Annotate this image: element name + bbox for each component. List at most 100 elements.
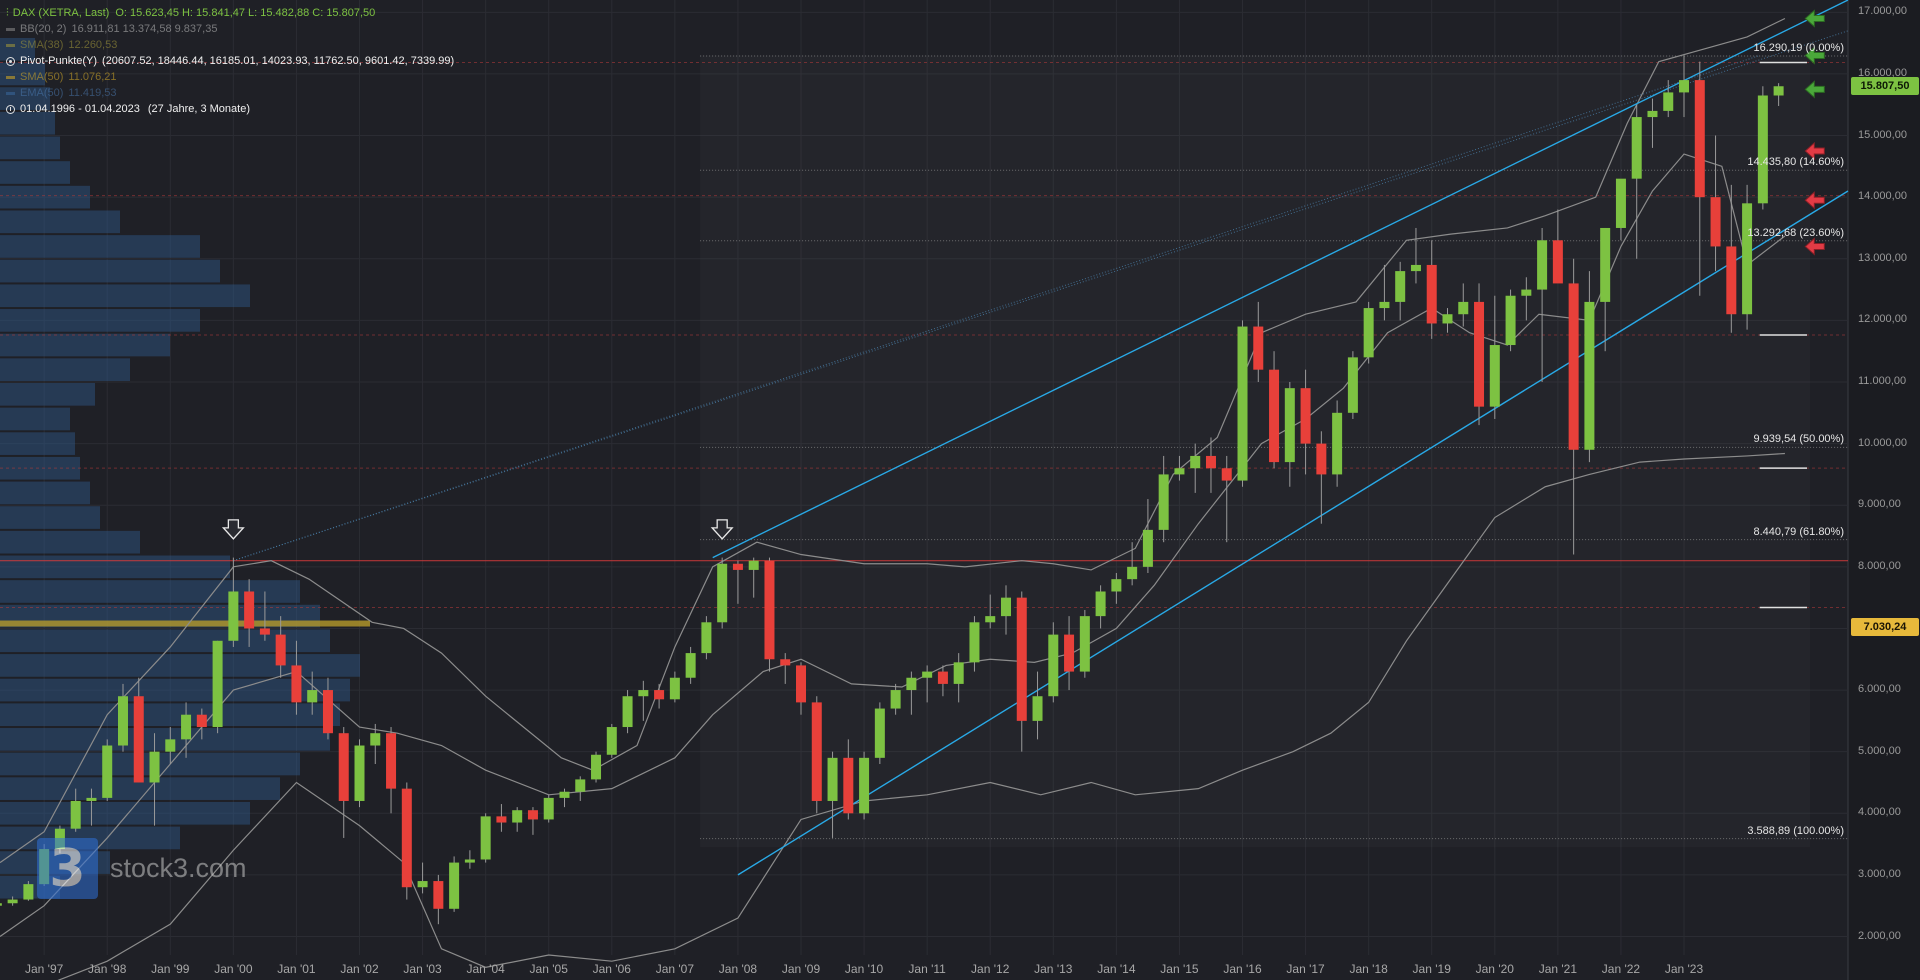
volume-profile-bar xyxy=(0,629,330,653)
pivot-label: Pivot-Punkte(Y) xyxy=(20,55,98,67)
candle-down xyxy=(496,816,507,823)
volume-profile-bar xyxy=(0,185,90,209)
candle-down xyxy=(1726,246,1737,315)
legend-pivot-row[interactable]: Pivot-Punkte(Y) (20607.52, 18446.44, 161… xyxy=(6,53,454,69)
candle-up xyxy=(307,690,318,703)
volume-profile-bar xyxy=(0,136,60,160)
volume-profile-bar xyxy=(0,530,140,554)
volume-profile-bar xyxy=(0,506,100,529)
volume-profile-bar xyxy=(0,654,360,677)
x-tick-label: Jan '17 xyxy=(1286,962,1325,976)
candle-down xyxy=(401,788,412,888)
volume-profile-bar xyxy=(0,580,300,603)
pivot-icon xyxy=(6,56,15,66)
candle-up xyxy=(638,690,649,697)
stock3-logo-mark: 3 xyxy=(37,838,98,899)
x-tick-label: Jan '03 xyxy=(403,962,442,976)
chart-type-icon: ⫶ xyxy=(6,7,9,19)
volume-profile-bar xyxy=(0,62,45,86)
legend-ema50-row[interactable]: EMA(50) 11.419,53 xyxy=(6,85,454,101)
y-tick-label: 6.000,00 xyxy=(1858,683,1901,696)
candle-down xyxy=(1221,468,1232,481)
y-tick-label: 2.000,00 xyxy=(1858,929,1901,942)
candle-down xyxy=(843,757,854,814)
candle-up xyxy=(1332,412,1343,475)
volume-profile-bar xyxy=(0,284,250,308)
sma50-value: 11.076,21 xyxy=(68,71,117,83)
volume-profile-bar xyxy=(0,678,350,702)
clock-icon xyxy=(6,104,15,114)
bb-swatch xyxy=(6,27,15,31)
candle-up xyxy=(591,754,602,780)
candle-up xyxy=(717,563,728,623)
volume-profile-bar xyxy=(0,358,130,381)
x-tick-label: Jan '18 xyxy=(1349,962,1388,976)
x-tick-label: Jan '22 xyxy=(1601,962,1641,976)
sma38-value: 12.260,53 xyxy=(68,39,118,51)
candle-up xyxy=(1079,616,1090,672)
ema50-swatch xyxy=(6,91,15,95)
candle-up xyxy=(1048,634,1059,697)
candle-up xyxy=(1615,178,1626,228)
instrument-name[interactable]: DAX (XETRA, Last) xyxy=(12,7,110,19)
x-tick-label: Jan '05 xyxy=(529,962,568,976)
candle-down xyxy=(322,690,333,734)
x-tick-label: Jan '12 xyxy=(971,962,1010,976)
candle-down xyxy=(1269,369,1280,463)
candle-up xyxy=(969,622,980,663)
candle-down xyxy=(796,665,807,703)
candle-up xyxy=(906,677,917,691)
fibonacci-label: 9.939,54 (50.00%) xyxy=(1753,433,1844,446)
y-tick-label: 14.000,00 xyxy=(1858,190,1907,203)
candle-up xyxy=(1505,295,1516,346)
fibonacci-label: 13.292,68 (23.60%) xyxy=(1747,226,1844,239)
pivot-values: (20607.52, 18446.44, 16185.01, 14023.93,… xyxy=(102,55,455,67)
last-price-badge: 15.807,50 xyxy=(1851,76,1919,95)
candle-up xyxy=(922,671,933,678)
candle-up xyxy=(1174,468,1185,475)
candle-down xyxy=(780,659,791,666)
legend-bb-row[interactable]: BB(20, 2) 16.911,81 13.374,58 9.837,35 xyxy=(6,21,454,37)
candle-up xyxy=(1347,357,1358,413)
candle-down xyxy=(275,634,286,666)
candle-up xyxy=(985,616,996,623)
level-price-badge: 7.030,24 xyxy=(1851,617,1919,636)
candle-up xyxy=(86,797,97,801)
candle-down xyxy=(1205,455,1216,469)
volume-profile-bar xyxy=(0,210,120,234)
candle-up xyxy=(1757,95,1768,204)
candle-down xyxy=(1016,597,1027,721)
candle-up xyxy=(1158,474,1169,530)
candle-up xyxy=(480,816,491,860)
legend-sma38-row[interactable]: SMA(38) 12.260,53 xyxy=(6,37,454,53)
fibonacci-label: 8.440,79 (61.80%) xyxy=(1753,525,1844,538)
candle-up xyxy=(1600,227,1611,302)
candle-up xyxy=(1190,455,1201,469)
period-note: (27 Jahre, 3 Monate) xyxy=(147,103,251,115)
candle-up xyxy=(1127,566,1138,580)
x-tick-label: Jan '16 xyxy=(1223,962,1262,976)
candle-down xyxy=(764,560,775,660)
red-arrow-icon xyxy=(1804,141,1825,161)
candle-up xyxy=(669,677,680,700)
y-tick-label: 4.000,00 xyxy=(1858,806,1901,819)
legend-sma50-row[interactable]: SMA(50) 11.076,21 xyxy=(6,69,454,85)
candle-up xyxy=(212,640,223,728)
candle-down xyxy=(1474,301,1485,407)
volume-profile-bar xyxy=(0,456,80,480)
candle-up xyxy=(1000,597,1011,617)
sma38-swatch xyxy=(6,43,15,47)
legend-period-row[interactable]: 01.04.1996 - 01.04.2023 (27 Jahre, 3 Mon… xyxy=(6,101,454,117)
x-tick-label: Jan '13 xyxy=(1034,962,1073,976)
sma50-swatch xyxy=(6,75,15,79)
candle-down xyxy=(732,563,743,570)
ohlc-values: O: 15.623,45 H: 15.841,47 L: 15.482,88 C… xyxy=(115,7,376,19)
candle-up xyxy=(1379,301,1390,309)
candle-up xyxy=(1095,591,1106,617)
candle-down xyxy=(133,696,144,783)
volume-profile-bar xyxy=(0,728,330,751)
candle-up xyxy=(748,560,759,570)
candle-down xyxy=(1300,388,1311,444)
volume-profile-bar xyxy=(0,801,250,825)
